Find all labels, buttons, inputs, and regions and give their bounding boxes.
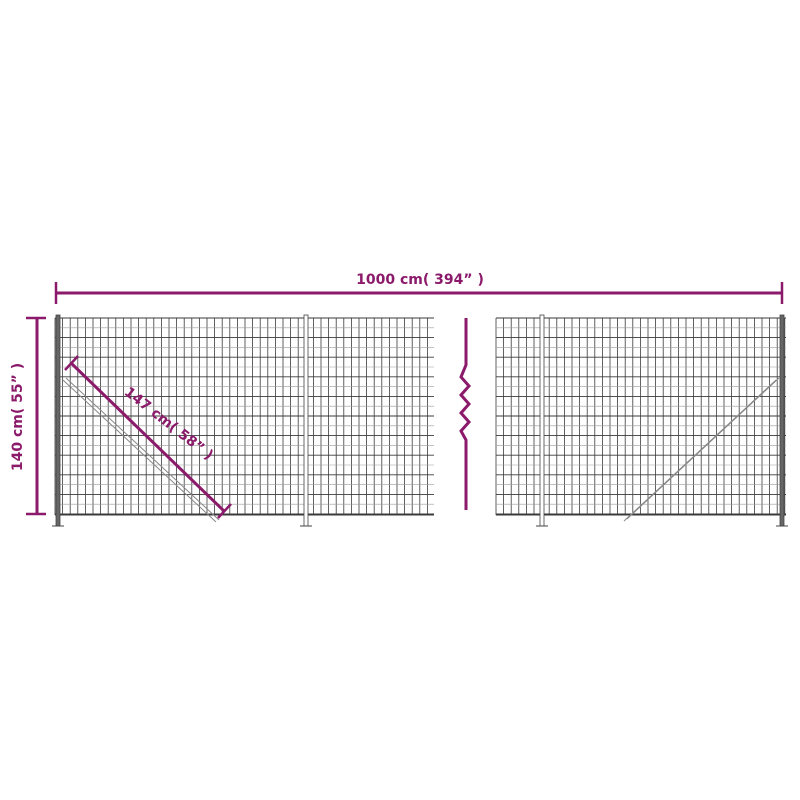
length-dimension-label: 1000 cm( 394” ) xyxy=(356,272,484,288)
fence-post xyxy=(303,314,309,527)
dimension-lines xyxy=(26,282,784,519)
brace-strut xyxy=(62,379,217,523)
fence-post xyxy=(779,314,785,527)
fence-panel-left xyxy=(52,314,434,527)
brace-dimension-line xyxy=(69,361,226,513)
brace-tick-start xyxy=(64,355,79,371)
brace-strut xyxy=(626,377,780,520)
brace-strut xyxy=(623,379,777,522)
brace-strut xyxy=(65,377,220,521)
brace-tick-end xyxy=(217,503,232,519)
fence-post xyxy=(539,314,545,527)
height-dimension-label: 140 cm( 55” ) xyxy=(10,363,26,471)
fence-post xyxy=(55,314,61,527)
break-line xyxy=(458,318,472,510)
fence-panel-right xyxy=(495,314,788,527)
